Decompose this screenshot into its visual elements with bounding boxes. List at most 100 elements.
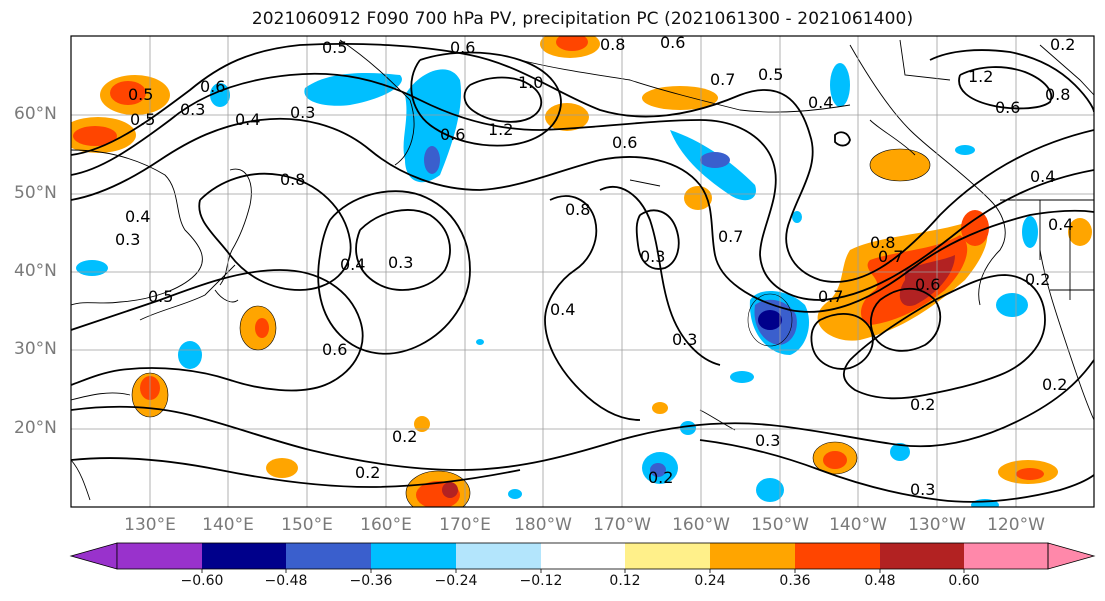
precip-neg-area — [680, 421, 696, 435]
lat-label-30n: 30°N — [14, 339, 57, 359]
contour-label: 0.2 — [648, 468, 673, 487]
lon-label-160w: 160°W — [672, 515, 730, 535]
contour-label: 0.4 — [550, 300, 575, 319]
lon-label-140w: 140°W — [829, 515, 887, 535]
contour-label: 0.5 — [130, 110, 155, 129]
precip-neg-area — [476, 339, 484, 345]
colorbar-segment — [880, 543, 964, 569]
contour-label: 0.6 — [450, 38, 475, 57]
contour-label: 0.6 — [995, 98, 1020, 117]
precip-neg-area — [955, 145, 975, 155]
contour-label: 0.2 — [1025, 270, 1050, 289]
contour-label: 0.3 — [115, 230, 140, 249]
lon-label-120w: 120°W — [987, 515, 1045, 535]
contour-label: 0.8 — [1045, 85, 1070, 104]
lon-label-160e: 160°E — [360, 515, 412, 535]
contour-label: 0.6 — [200, 77, 225, 96]
colorbar-segment — [286, 543, 371, 569]
contour-label: 0.7 — [818, 287, 843, 306]
contour-label: 0.7 — [718, 227, 743, 246]
precip-pos-area — [642, 86, 718, 110]
contour-label: 0.3 — [290, 103, 315, 122]
contour-label: 0.6 — [322, 340, 347, 359]
precip-neg-area — [758, 310, 782, 330]
lon-label-180w: 180°W — [514, 515, 572, 535]
lat-label-40n: 40°N — [14, 261, 57, 281]
precip-pos-area — [545, 103, 589, 131]
colorbar-tick-label: −0.48 — [264, 573, 308, 589]
contour-label: 0.3 — [180, 100, 205, 119]
precip-neg-area — [508, 489, 522, 499]
contour-label: 1.0 — [518, 73, 543, 92]
colorbar-tick-label: 0.36 — [779, 573, 811, 589]
contour-label: 1.2 — [968, 67, 993, 86]
colorbar-segment — [371, 543, 456, 569]
contour-label: 0.4 — [125, 207, 150, 226]
contour-label: 0.3 — [755, 431, 780, 450]
precip-neg-area — [730, 371, 754, 383]
precip-pos-area — [442, 482, 458, 498]
colorbar-tick-label: 0.48 — [864, 573, 896, 589]
lon-label-170e: 170°E — [439, 515, 491, 535]
contour-label: 0.2 — [1050, 35, 1075, 54]
contour-label: 0.3 — [910, 480, 935, 499]
colorbar-tick-label: 0.60 — [948, 573, 980, 589]
contour-label: 0.5 — [758, 65, 783, 84]
lon-label-130e: 130°E — [124, 515, 176, 535]
colorbar-frame — [116, 542, 1049, 570]
precip-neg-area — [650, 463, 666, 477]
precip-pos-area — [870, 149, 930, 181]
colorbar-segment — [202, 543, 286, 569]
precip-neg-area — [76, 260, 108, 276]
contour-labels: 0.5 0.6 0.8 0.6 0.3 1.0 0.7 0.5 0.4 1.2 … — [115, 33, 1075, 499]
contour-label: 0.8 — [870, 233, 895, 252]
precip-pos-area — [414, 416, 430, 432]
contour-label: 0.4 — [235, 110, 260, 129]
precip-neg-area — [700, 152, 730, 168]
precip-pos-area — [652, 402, 668, 414]
contour-label: 0.2 — [1042, 375, 1067, 394]
contour-label: 0.3 — [388, 253, 413, 272]
colorbar-segment — [117, 543, 202, 569]
colorbar-segment — [456, 543, 541, 569]
contour-label: 0.3 — [672, 330, 697, 349]
precip-pos-area — [1068, 218, 1092, 246]
colorbar — [69, 542, 1096, 573]
colorbar-tick-label: 0.24 — [694, 573, 726, 589]
contour-label: 0.5 — [322, 38, 347, 57]
contour-label: 0.2 — [392, 427, 417, 446]
colorbar-tick-label: 0.12 — [609, 573, 641, 589]
contour-label: 0.4 — [1030, 167, 1055, 186]
contour-label: 0.8 — [565, 200, 590, 219]
precip-pos-area — [823, 451, 847, 469]
lon-label-130w: 130°W — [908, 515, 966, 535]
colorbar-tick-label: −0.36 — [349, 573, 393, 589]
precip-pos-area — [556, 36, 588, 51]
precip-neg-area — [1022, 216, 1038, 248]
colorbar-segment — [964, 543, 1048, 569]
contour-label: 0.5 — [148, 287, 173, 306]
contour-label: 1.2 — [488, 120, 513, 139]
contour-label: 0.4 — [1048, 215, 1073, 234]
contour-label: 0.6 — [660, 33, 685, 52]
pv-contours — [71, 43, 1094, 503]
precip-neg-area — [830, 63, 850, 107]
precip-neg-area — [756, 478, 784, 502]
lat-label-60n: 60°N — [14, 104, 57, 124]
colorbar-tick-label: −0.60 — [180, 573, 224, 589]
map-frame — [70, 35, 1095, 508]
lon-label-150e: 150°E — [281, 515, 333, 535]
lat-label-50n: 50°N — [14, 183, 57, 203]
contour-label: 0.4 — [808, 93, 833, 112]
contour-label: 0.6 — [612, 133, 637, 152]
colorbar-segment — [710, 543, 795, 569]
contour-label: 0.6 — [915, 275, 940, 294]
contour-label: 0.8 — [600, 35, 625, 54]
contour-label: 0.8 — [280, 170, 305, 189]
contour-label: 0.7 — [878, 247, 903, 266]
contour-label: 0.6 — [440, 125, 465, 144]
precip-pos-area — [1016, 468, 1044, 480]
contour-label: 0.3 — [640, 247, 665, 266]
precip-pos-area — [73, 126, 117, 146]
